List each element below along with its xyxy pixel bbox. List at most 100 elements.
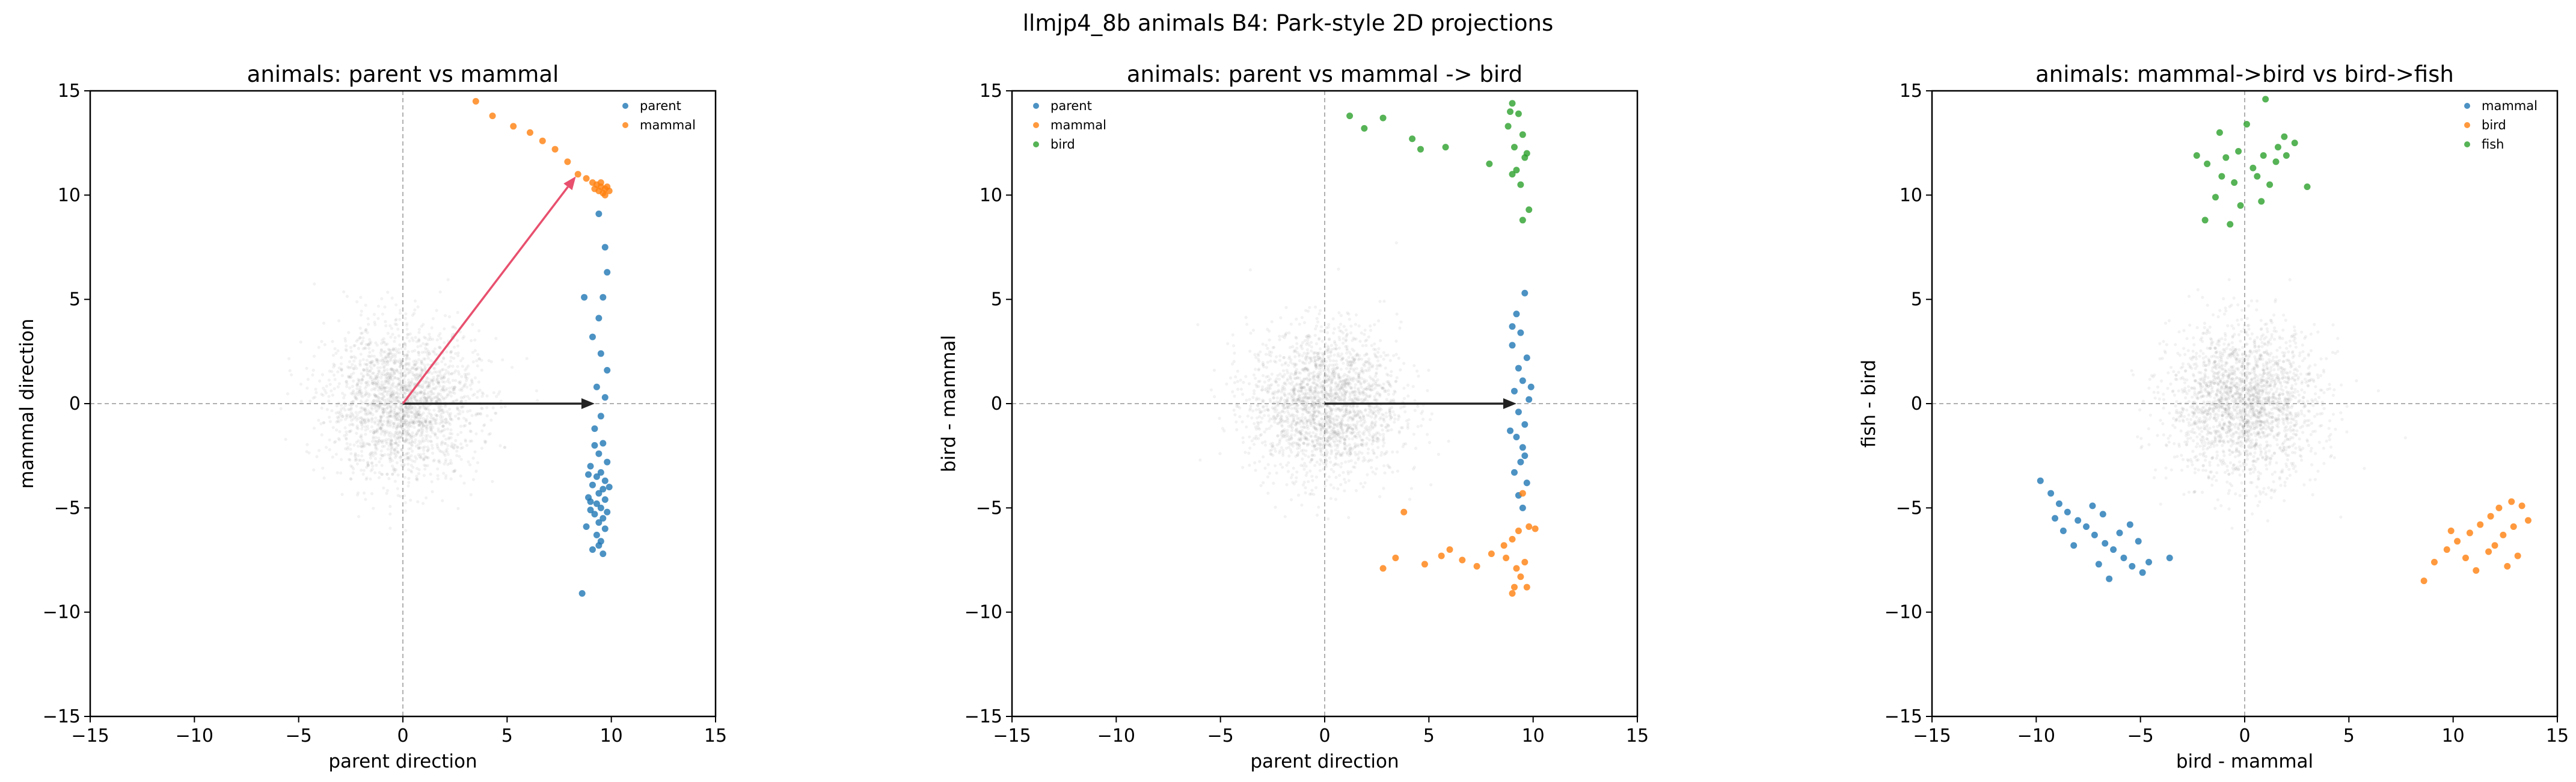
x-axis-label: parent direction	[1250, 751, 1399, 772]
data-point	[587, 463, 594, 470]
data-point	[2454, 538, 2461, 545]
data-point	[1519, 504, 1526, 511]
data-point	[2129, 562, 2136, 570]
data-point	[601, 477, 609, 484]
data-point	[2201, 217, 2209, 224]
data-point	[1510, 469, 1518, 476]
data-point	[2420, 577, 2427, 585]
legend-marker	[622, 122, 628, 128]
y-tick-label: 15	[58, 81, 81, 102]
data-point	[583, 175, 590, 182]
data-point	[601, 244, 609, 251]
data-point	[2466, 529, 2473, 537]
data-point	[1527, 383, 1535, 390]
data-point	[2166, 555, 2173, 562]
data-point	[2116, 529, 2123, 537]
y-tick-label: −15	[1884, 706, 1922, 727]
data-point	[564, 158, 571, 165]
data-point	[1517, 181, 1524, 188]
data-point	[1510, 583, 1518, 591]
data-point	[2218, 173, 2225, 180]
x-tick-label: −15	[1913, 725, 1951, 747]
data-point	[1517, 329, 1524, 336]
data-point	[606, 187, 613, 194]
data-point	[1526, 206, 1533, 214]
data-point	[604, 269, 611, 276]
legend-marker	[622, 103, 628, 109]
panel-title: animals: parent vs mammal	[247, 61, 559, 87]
data-point	[2235, 148, 2242, 155]
y-tick-label: −10	[1884, 602, 1922, 623]
data-point	[597, 469, 604, 476]
legend-label: bird	[1050, 137, 1075, 152]
x-tick-label: 10	[2442, 725, 2465, 747]
y-tick-label: −5	[1896, 497, 1922, 519]
data-point	[2281, 133, 2288, 140]
data-point	[2059, 527, 2067, 534]
data-point	[2204, 160, 2211, 167]
data-point	[589, 333, 596, 340]
data-point	[585, 471, 592, 478]
data-point	[2139, 569, 2146, 576]
data-point	[2099, 511, 2106, 518]
data-point	[1507, 108, 1514, 115]
data-point	[2504, 562, 2511, 570]
data-point	[591, 425, 598, 433]
plot-area	[1012, 91, 1637, 716]
y-tick-label: −15	[964, 706, 1002, 727]
data-point	[551, 146, 559, 153]
data-point	[1523, 354, 1530, 362]
data-point	[1526, 396, 1533, 403]
data-point	[2462, 555, 2469, 562]
x-tick-label: 0	[1319, 725, 1330, 747]
data-point	[595, 211, 603, 218]
data-point	[1409, 135, 1416, 143]
data-point	[2491, 542, 2498, 549]
data-point	[2075, 517, 2082, 524]
data-point	[2272, 158, 2280, 165]
data-point	[539, 137, 546, 144]
data-point	[595, 490, 603, 497]
data-point	[2237, 202, 2244, 209]
y-tick-label: −10	[964, 602, 1002, 623]
data-point	[597, 504, 604, 511]
data-point	[1523, 150, 1530, 157]
data-point	[2430, 558, 2438, 565]
data-point	[1521, 289, 1529, 297]
arrow-head	[563, 176, 576, 191]
data-point	[2524, 517, 2532, 524]
data-point	[1509, 323, 1516, 330]
data-point	[1379, 114, 1387, 122]
data-point	[1517, 458, 1524, 466]
data-point	[1507, 427, 1514, 434]
y-tick-label: −15	[43, 706, 81, 727]
legend-label: mammal	[2482, 99, 2538, 113]
data-point	[2064, 508, 2071, 516]
x-tick-label: 10	[1522, 725, 1545, 747]
data-point	[2304, 183, 2311, 190]
data-point	[1523, 479, 1530, 487]
data-point	[1446, 546, 1453, 553]
x-tick-label: 0	[2239, 725, 2250, 747]
x-tick-label: 15	[704, 725, 727, 747]
legend-marker	[2464, 103, 2470, 109]
y-tick-label: 0	[1911, 393, 1922, 414]
data-point	[600, 440, 607, 447]
legend-label: bird	[2482, 118, 2506, 132]
data-point	[1488, 550, 1495, 558]
data-point	[2485, 548, 2492, 555]
legend-label: parent	[640, 99, 681, 113]
data-point	[604, 458, 611, 466]
data-point	[604, 367, 611, 374]
data-point	[1519, 377, 1526, 384]
figure-title: llmjp4_8b animals B4: Park-style 2D proj…	[1023, 10, 1553, 36]
data-point	[1438, 552, 1445, 559]
data-point	[2291, 140, 2298, 147]
data-point	[595, 315, 603, 322]
data-point	[2249, 164, 2257, 171]
data-point	[1346, 112, 1354, 120]
data-point	[595, 542, 603, 549]
data-point	[581, 294, 588, 301]
data-point	[1503, 555, 1510, 562]
data-point	[1361, 125, 1368, 132]
